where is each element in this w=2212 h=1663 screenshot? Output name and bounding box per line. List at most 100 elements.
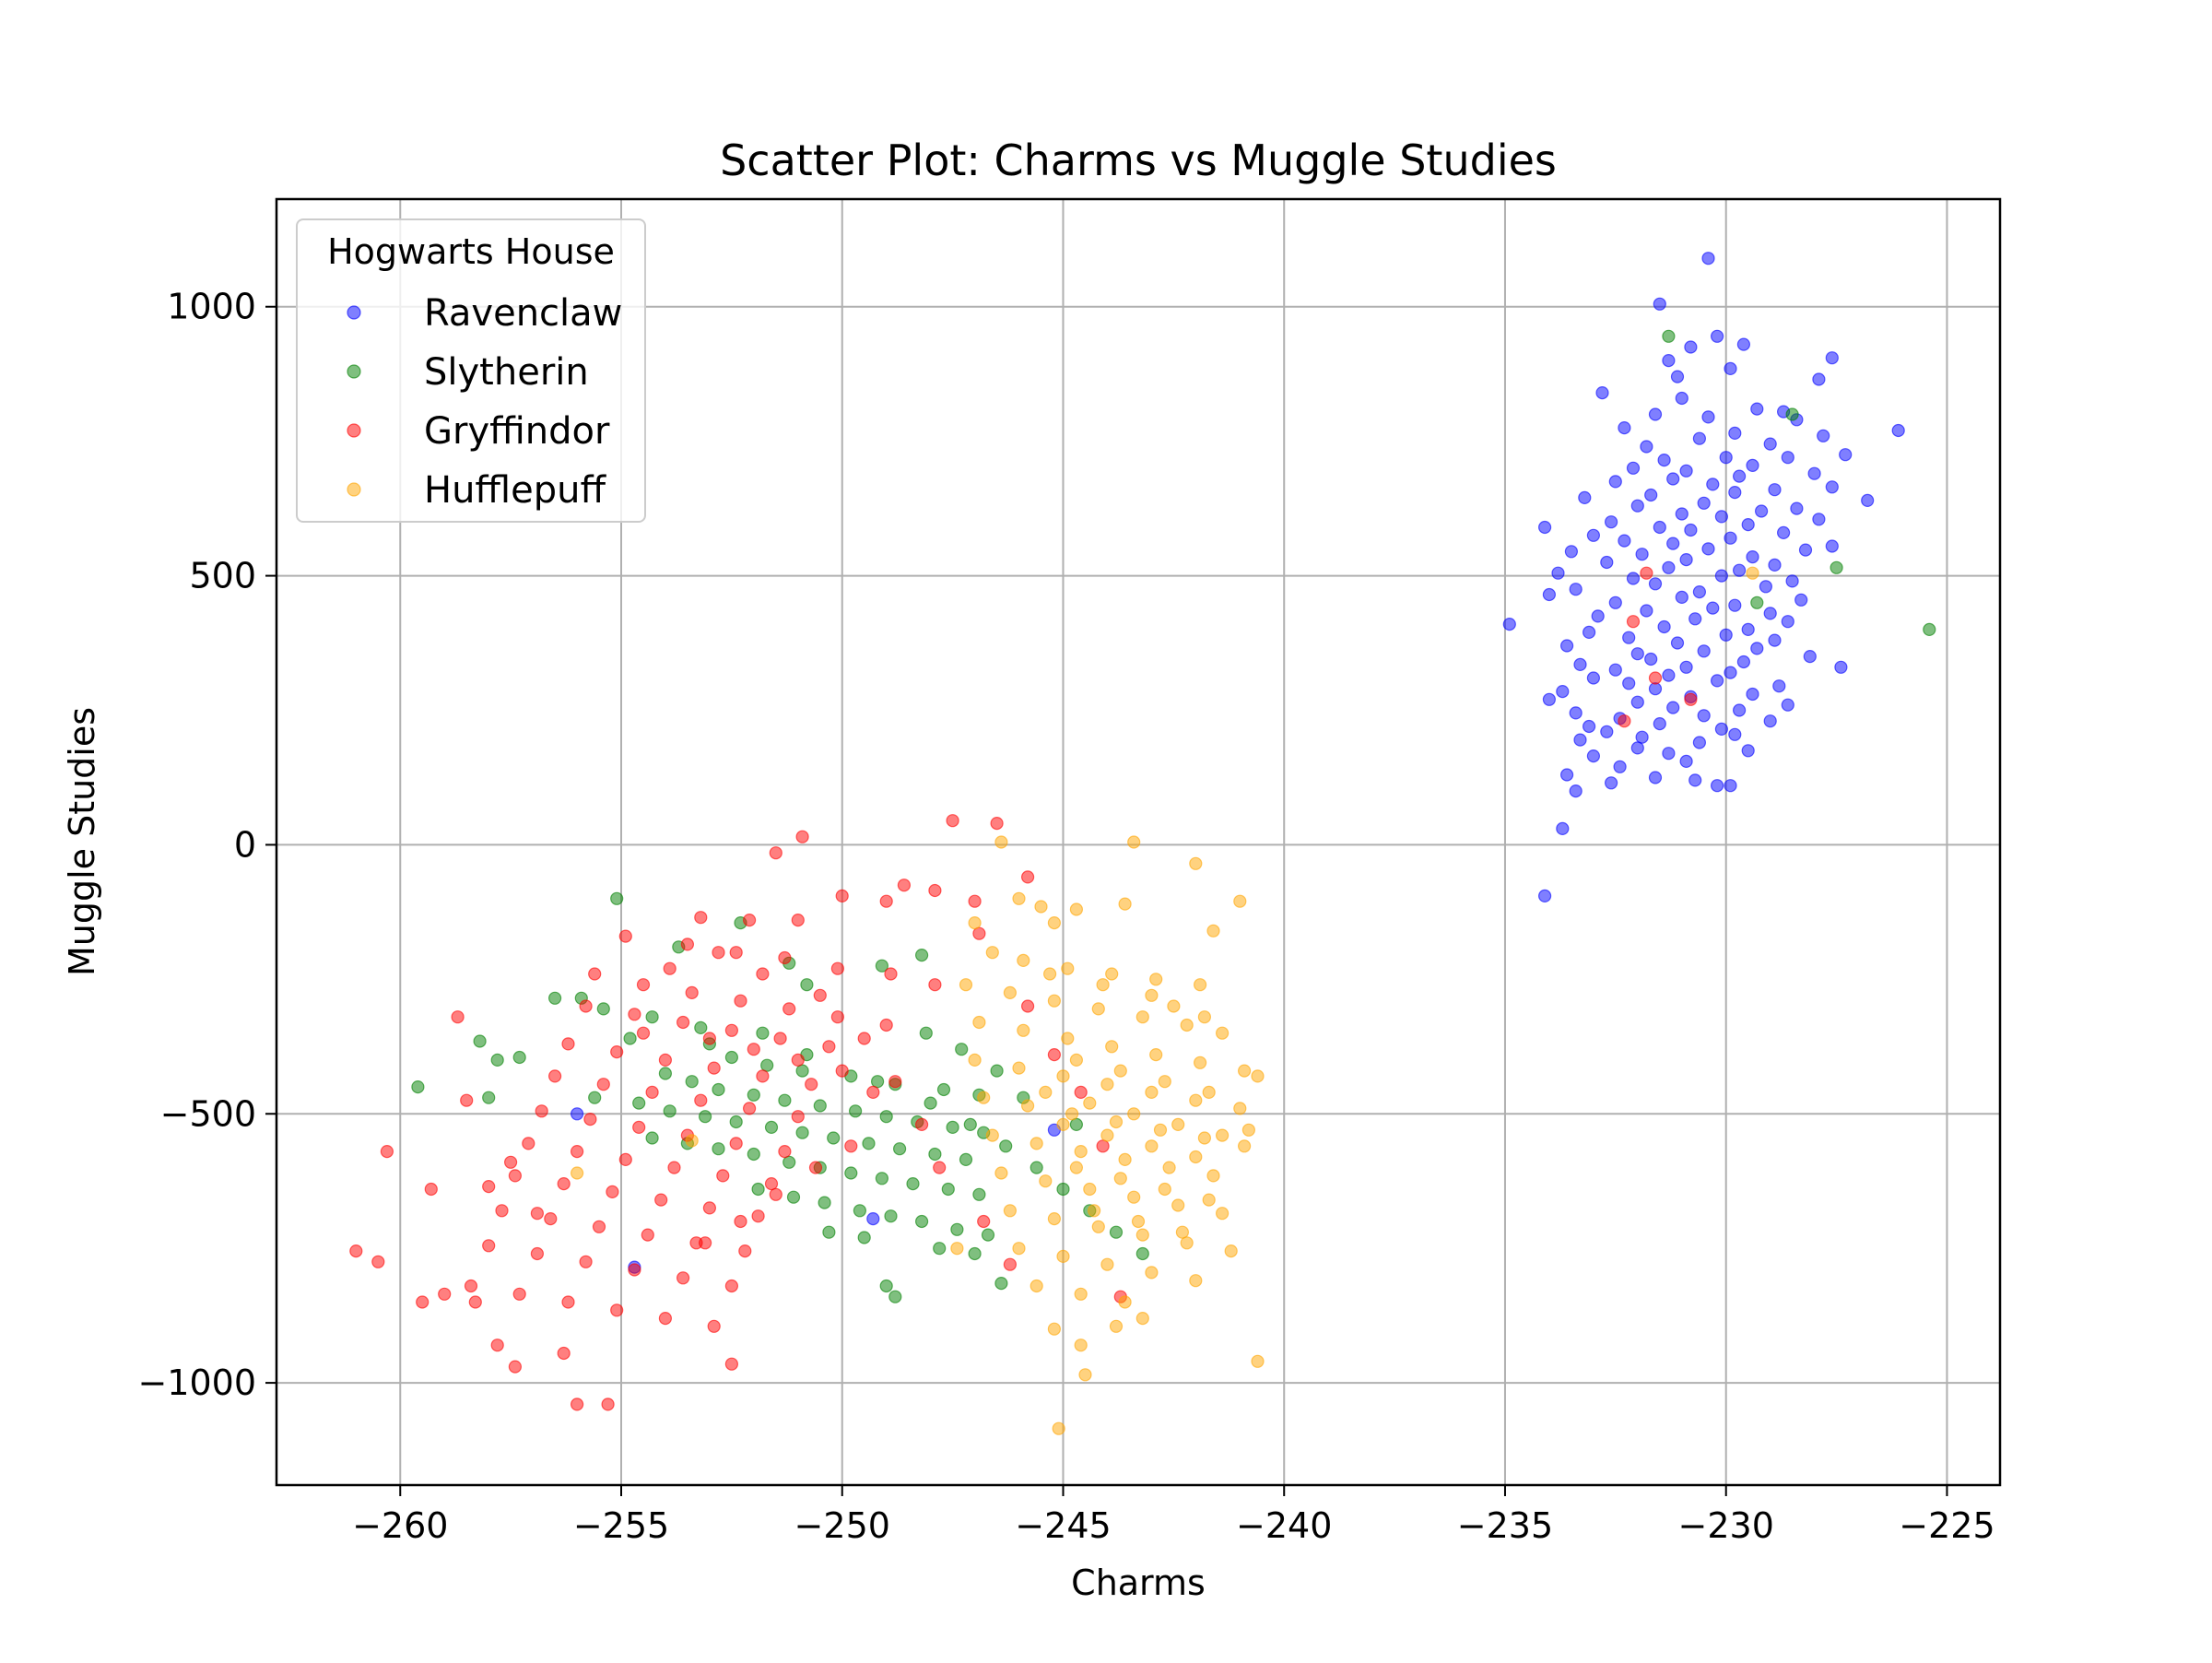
point-hufflepuff [1197,1010,1212,1024]
point-ravenclaw [1618,534,1631,548]
point-ravenclaw [1569,706,1583,720]
point-gryffindor [349,1244,363,1258]
point-slytherin [875,959,889,973]
point-hufflepuff [1100,1128,1114,1142]
point-hufflepuff [1215,1026,1230,1040]
point-hufflepuff [985,946,999,960]
point-ravenclaw [1763,714,1777,728]
legend-label-ravenclaw: Ravenclaw [424,292,622,335]
point-slytherin [1056,1182,1070,1197]
point-hufflepuff [1020,1099,1035,1113]
point-gryffindor [830,1010,845,1024]
point-hufflepuff [1087,1204,1101,1218]
point-ravenclaw [1688,612,1702,626]
point-hufflepuff [1746,566,1759,580]
point-hufflepuff [1149,1047,1163,1062]
point-ravenclaw [1781,698,1794,712]
point-slytherin [892,1142,907,1156]
point-slytherin [870,1075,885,1089]
point-gryffindor [636,978,651,992]
axis-ticks: −260 −255 −250 −245 −240 −235 −230 −225 −1000 −50… [137,287,1994,1546]
point-gryffindor [641,1228,654,1242]
point-gryffindor [482,1179,496,1194]
point-ravenclaw [1675,391,1688,406]
point-ravenclaw [1542,692,1557,706]
point-ravenclaw [1701,542,1715,556]
point-hufflepuff [1135,1228,1149,1242]
point-slytherin [658,1067,673,1080]
point-gryffindor [530,1207,545,1221]
point-hufflepuff [1118,1295,1132,1309]
point-slytherin [782,1155,796,1169]
point-hufflepuff [1127,1107,1141,1121]
point-slytherin [1923,622,1936,637]
point-gryffindor [764,1176,779,1191]
point-hufflepuff [1083,1182,1097,1197]
legend-marker-hufflepuff [347,482,361,497]
point-hufflepuff [1180,1018,1194,1032]
point-gryffindor [416,1295,429,1309]
point-ravenclaw [1728,727,1742,741]
point-slytherin [999,1139,1013,1153]
point-slytherin [941,1182,955,1197]
point-hufflepuff [1171,1198,1185,1212]
point-gryffindor [734,1214,747,1229]
point-hufflepuff [1193,978,1207,992]
point-ravenclaw [1569,784,1583,798]
y-tick-label: 0 [234,824,256,865]
point-ravenclaw [1582,719,1596,734]
point-ravenclaw [1630,499,1644,513]
point-hufflepuff [1003,985,1018,1000]
point-ravenclaw [1608,475,1622,489]
point-gryffindor [1684,692,1698,706]
point-slytherin [685,1075,699,1089]
point-hufflepuff [1224,1244,1238,1258]
point-slytherin [712,1142,725,1156]
point-ravenclaw [1834,660,1848,674]
point-hufflepuff [1047,1322,1062,1336]
point-ravenclaw [1679,552,1693,567]
point-hufflepuff [1189,1093,1203,1107]
x-tick-label: −240 [1236,1505,1332,1546]
legend-label-gryffindor: Gryffindor [424,410,610,453]
point-hufflepuff [994,835,1008,849]
point-ravenclaw [1701,252,1715,265]
point-hufflepuff [1030,1137,1043,1150]
point-slytherin [645,1131,659,1145]
point-slytherin [1109,1225,1124,1239]
point-gryffindor [734,994,747,1008]
point-hufflepuff [1237,1064,1252,1078]
point-slytherin [747,1147,760,1162]
point-hufflepuff [1193,1056,1207,1069]
point-slytherin [482,1091,496,1104]
point-slytherin [914,948,929,962]
point-ravenclaw [1573,733,1587,747]
point-hufflepuff [1241,1123,1256,1137]
plot-frame [275,197,2002,1487]
point-slytherin [760,1058,774,1072]
point-gryffindor [596,1078,610,1091]
point-hufflepuff [1145,1085,1159,1100]
point-gryffindor [782,1002,796,1016]
point-ravenclaw [1763,437,1777,451]
point-ravenclaw [1630,695,1644,709]
point-gryffindor [1020,870,1035,884]
point-gryffindor [724,1023,739,1037]
point-hufflepuff [1012,891,1026,905]
point-ravenclaw [1746,458,1759,472]
point-ravenclaw [1768,558,1782,572]
point-ravenclaw [866,1211,880,1226]
point-gryffindor [1626,615,1641,629]
point-gryffindor [694,1093,708,1107]
point-slytherin [1662,329,1676,343]
point-gryffindor [822,1040,836,1054]
point-ravenclaw [1622,677,1636,690]
point-hufflepuff [1233,1102,1247,1115]
point-slytherin [827,1131,841,1145]
point-hufflepuff [959,978,973,992]
point-hufflepuff [1149,973,1163,986]
point-hufflepuff [1189,1274,1203,1288]
y-tick-label: −500 [160,1093,256,1134]
point-gryffindor [606,1185,619,1199]
point-gryffindor [654,1193,668,1207]
